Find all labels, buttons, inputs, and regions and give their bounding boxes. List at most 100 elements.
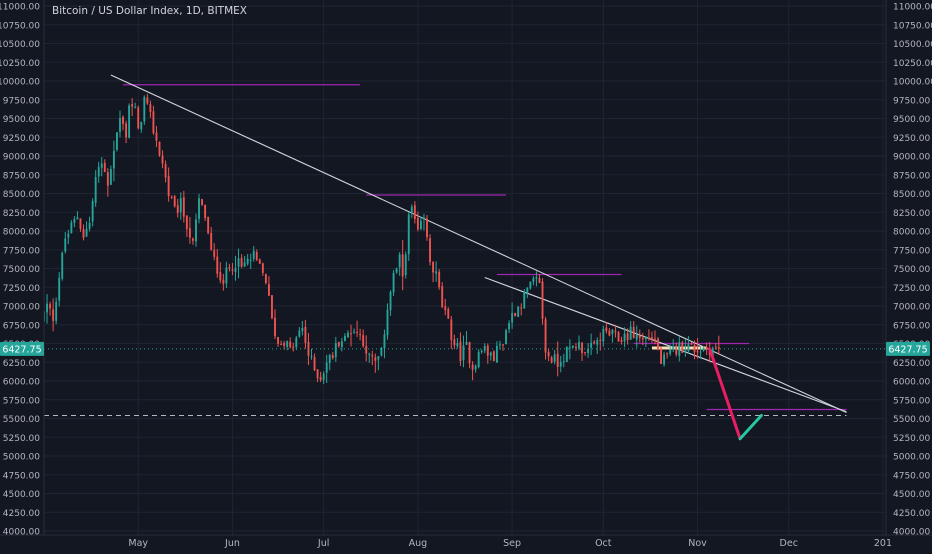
- candle-body: [650, 337, 653, 340]
- candle-body: [605, 327, 608, 332]
- price-axis-labels: 11000.00 11000.00 10750.00 10750.00 10500.00…: [0, 3, 932, 538]
- candle-body: [462, 345, 465, 361]
- y-tick-label-right: 9250.00: [893, 134, 930, 144]
- candle-body: [76, 217, 79, 220]
- candle-body: [717, 347, 720, 349]
- candle-body: [73, 219, 76, 223]
- candle-body: [426, 218, 428, 238]
- candle-body: [499, 344, 501, 346]
- x-tick-label: Aug: [409, 538, 428, 549]
- candle-body: [602, 328, 605, 342]
- projection-path: [708, 347, 763, 441]
- y-tick-label-left: 4250.00: [3, 509, 40, 519]
- candle-body: [663, 354, 666, 365]
- candle-body: [112, 150, 115, 169]
- drawing-overlay: [44, 74, 886, 416]
- candle-body: [690, 343, 693, 345]
- candle-body: [599, 339, 602, 341]
- candle-body: [109, 168, 112, 185]
- candle-body: [486, 345, 489, 356]
- candle-body: [116, 132, 118, 150]
- candle-body: [429, 238, 431, 263]
- candle-body: [590, 342, 593, 348]
- candle-body: [511, 313, 514, 323]
- candle-body: [79, 218, 82, 229]
- candle-body: [669, 349, 672, 354]
- candle-body: [210, 233, 213, 250]
- left-price-scale[interactable]: [0, 0, 44, 535]
- candle-body: [231, 269, 234, 271]
- candle-body: [88, 222, 91, 229]
- y-tick-label-right: 5250.00: [893, 434, 930, 444]
- y-tick-label-right: 8750.00: [893, 171, 930, 181]
- y-tick-label-right: 5750.00: [893, 396, 930, 406]
- candle-body: [82, 228, 85, 238]
- candle-body: [274, 317, 276, 337]
- candle-body: [407, 214, 410, 254]
- candle-body: [125, 123, 128, 138]
- candle-body: [404, 254, 407, 276]
- y-tick-label-right: 8250.00: [893, 209, 930, 219]
- candle-body: [623, 333, 626, 342]
- candle-body: [617, 332, 620, 342]
- candle-body: [419, 220, 422, 230]
- candle-body: [362, 335, 365, 347]
- candle-body: [85, 228, 88, 237]
- candle-body: [301, 327, 304, 332]
- candle-body: [693, 344, 696, 353]
- candle-body: [347, 332, 349, 338]
- candle-body: [295, 337, 298, 348]
- candle-body: [158, 141, 161, 156]
- candle-body: [271, 295, 273, 319]
- projection-down-leg: [708, 347, 742, 441]
- candle-body: [660, 348, 663, 365]
- candle-body: [70, 222, 73, 234]
- y-tick-label-right: 8000.00: [893, 228, 930, 238]
- candle-body: [368, 353, 371, 355]
- y-tick-label-left: 6750.00: [3, 321, 40, 331]
- candle-body: [337, 341, 340, 346]
- candle-body: [581, 342, 583, 353]
- candle-body: [465, 341, 468, 345]
- candle-body: [495, 345, 498, 363]
- trendline: [110, 74, 847, 413]
- candle-body: [714, 346, 717, 348]
- candle-body: [647, 337, 650, 339]
- candle-body: [100, 163, 103, 168]
- y-tick-label-right: 9000.00: [893, 153, 930, 163]
- candle-body: [106, 172, 109, 186]
- y-tick-label-right: 10500.00: [893, 40, 932, 50]
- candle-body: [161, 155, 164, 164]
- y-tick-label-right: 10000.00: [893, 78, 932, 88]
- candle-body: [711, 348, 714, 357]
- y-tick-label-left: 7000.00: [3, 303, 40, 313]
- candle-body: [249, 259, 252, 261]
- candle-body: [207, 216, 210, 234]
- candle-body: [64, 238, 67, 252]
- candle-body: [705, 347, 708, 350]
- candle-body: [350, 333, 352, 335]
- candle-body: [696, 350, 699, 353]
- candle-body: [143, 96, 146, 122]
- candle-body: [213, 249, 216, 257]
- candle-body: [216, 256, 219, 274]
- candle-body: [267, 284, 270, 296]
- candle-body: [608, 330, 611, 336]
- y-tick-label-left: 8500.00: [3, 190, 40, 200]
- y-tick-label-left: 6000.00: [3, 378, 40, 388]
- candle-body: [371, 355, 374, 357]
- candle-body: [520, 307, 523, 309]
- y-tick-label-left: 7500.00: [3, 265, 40, 275]
- candle-body: [416, 217, 419, 230]
- candle-body: [222, 279, 225, 284]
- y-tick-label-left: 5500.00: [3, 415, 40, 425]
- candle-body: [225, 267, 228, 284]
- candle-body: [137, 107, 140, 129]
- candle-body: [423, 217, 425, 220]
- candle-body: [313, 357, 316, 371]
- right-price-scale[interactable]: [886, 0, 932, 535]
- x-tick-label: 201: [874, 538, 892, 549]
- candle-body: [182, 197, 185, 217]
